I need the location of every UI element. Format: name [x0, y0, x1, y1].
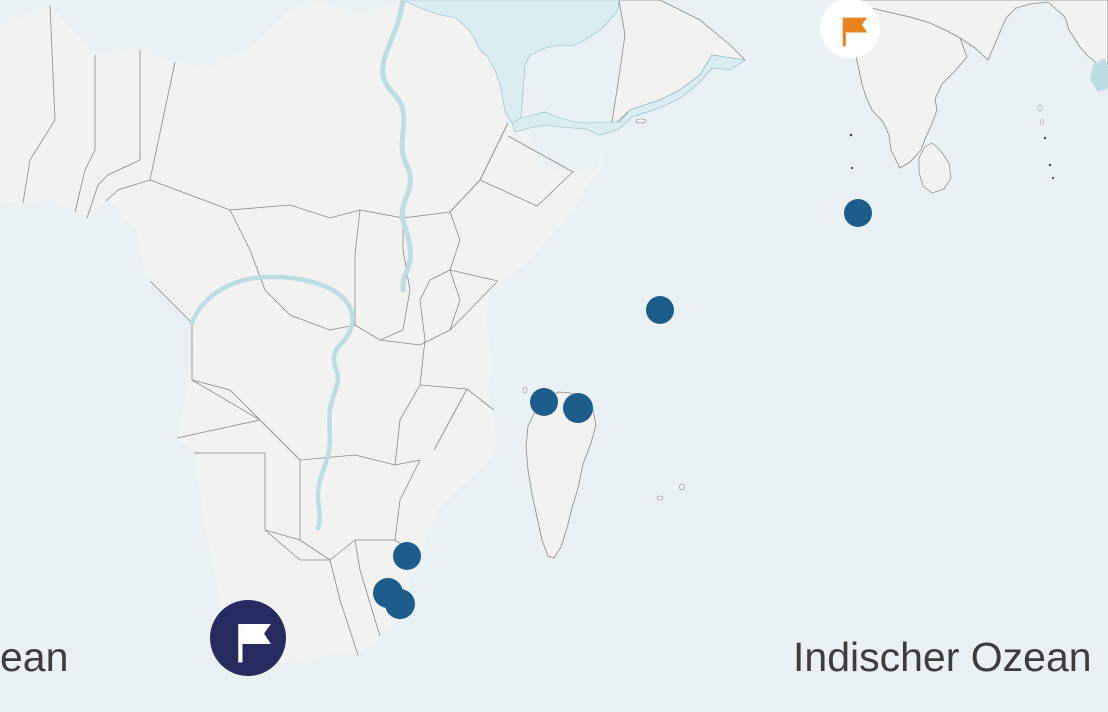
svg-text:Indischer Ozean: Indischer Ozean	[793, 634, 1092, 680]
svg-text:Atlantischer Ozean: Atlantischer Ozean	[0, 634, 68, 680]
